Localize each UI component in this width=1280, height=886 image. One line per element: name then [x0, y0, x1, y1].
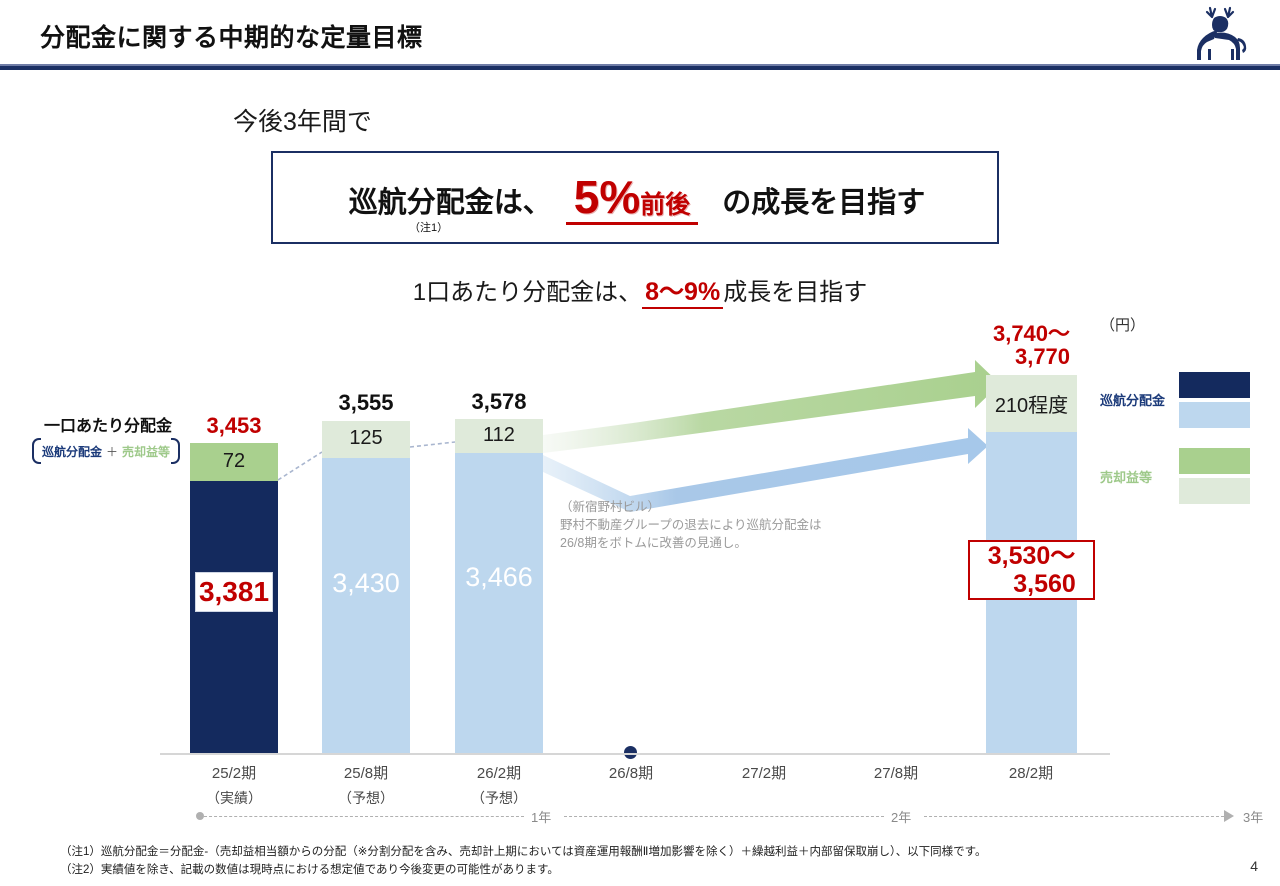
- callout-highlight-big: 5%: [573, 171, 641, 223]
- footnote-2: （注2）実績値を除き、記載の数値は現時点における想定値であり今後変更の可能性があ…: [60, 864, 559, 876]
- year-ruler-seg-3: [924, 816, 1224, 817]
- year-ruler-seg-2: [564, 816, 884, 817]
- bar-25-8-total: 3,555: [338, 390, 394, 415]
- x-label-27-8: 27/8期: [873, 765, 919, 782]
- bar-connectors: [277, 441, 456, 481]
- distribution-bar-chart: （円） 一口あたり分配金 巡航分配金 ＋ 売却益等: [0, 300, 1280, 825]
- bottom-annotation-line-1: （新宿野村ビル）: [560, 500, 661, 514]
- bar-28-2-cruise-value-box: 3,530〜 3,560: [968, 540, 1095, 600]
- bar-28-2-total-line-2: 3,770: [1014, 344, 1071, 369]
- bar-28-2-gain-segment: [986, 375, 1077, 432]
- subline-suffix: 成長を目指す: [723, 279, 868, 306]
- bar-28-2-cruise-line-1: 3,530〜: [987, 542, 1076, 570]
- legend-swatch-cruise-forecast: [1179, 402, 1250, 428]
- x-label-28-2: 28/2期: [1008, 765, 1054, 782]
- callout-suffix: の成長を目指す: [722, 186, 926, 219]
- header-rule-dark: [0, 66, 1280, 70]
- bar-26-2-gain-label: 112: [483, 424, 515, 446]
- bar-25-2-gain-segment: [190, 443, 278, 481]
- bar-28-2-gain-label: 210程度: [994, 395, 1069, 417]
- year-ruler-cap-1: 1年: [531, 810, 552, 825]
- bottom-annotation-line-2: 野村不動産グループの退去により巡航分配金は: [560, 518, 822, 533]
- bar-25-2-total: 3,453: [206, 413, 262, 438]
- left-legend-plus: ＋: [105, 444, 118, 459]
- bar-25-2-cruise-value-box: 3,381: [195, 572, 273, 612]
- x-label-26-2: 26/2期: [476, 765, 522, 782]
- legend-swatch-cruise-actual: [1179, 372, 1250, 398]
- legend-swatch-gain-actual: [1179, 448, 1250, 474]
- callout-highlight-small: 前後: [640, 191, 691, 219]
- bottom-annotation: （新宿野村ビル） 野村不動産グループの退去により巡航分配金は 26/8期をボトム…: [560, 498, 822, 552]
- subline: 1口あたり分配金は、 8〜9% 成長を目指す: [0, 272, 1280, 309]
- bar-25-8-gain-segment: [322, 421, 410, 458]
- subline-highlight: 8〜9%: [642, 278, 724, 309]
- page-number: 4: [1250, 858, 1258, 874]
- year-ruler-seg-1: [204, 816, 524, 817]
- bar-26-2-cruise-segment: [455, 453, 543, 753]
- year-ruler-cap-3: 3年: [1243, 810, 1264, 825]
- callout-prefix: 巡航分配金は、: [348, 186, 552, 219]
- callout-footnote-ref: （注1）: [409, 222, 449, 234]
- left-legend-gain: 売却益等: [122, 444, 171, 459]
- chart-baseline: [160, 753, 1110, 755]
- bar-25-8: 3,555 125 3,430: [322, 300, 410, 753]
- footnote-1: （注1）巡航分配金＝分配金-（売却益相当額からの分配（※分割分配を含み、売却計上…: [60, 846, 987, 858]
- bar-28-2-cruise-line-2: 3,560: [1013, 570, 1076, 598]
- bar-25-8-cruise-segment: [322, 458, 410, 753]
- legend-swatch-gain-forecast: [1179, 478, 1250, 504]
- bar-26-2: 3,578 112 3,466: [455, 300, 543, 753]
- legend-label-cruise: 巡航分配金: [1100, 393, 1166, 408]
- page-title: 分配金に関する中期的な定量目標: [40, 24, 423, 52]
- deer-logo-icon: [1197, 6, 1247, 60]
- bracket-right-icon: [171, 438, 180, 464]
- left-legend-formula: 巡航分配金 ＋ 売却益等: [32, 438, 180, 464]
- left-legend-cruise: 巡航分配金: [41, 444, 102, 459]
- bar-25-8-cruise-label: 3,430: [332, 568, 400, 598]
- left-legend-title: 一口あたり分配金: [44, 418, 173, 435]
- x-label-25-8: 25/8期: [343, 765, 389, 782]
- x-sublabel-25-2: （実績）: [206, 790, 262, 806]
- subline-prefix: 1口あたり分配金は、: [412, 279, 643, 306]
- x-label-26-8: 26/8期: [608, 765, 654, 782]
- bar-25-8-gain-label: 125: [349, 427, 383, 449]
- bar-25-2: 3,453 72 3,381: [190, 300, 278, 753]
- unit-label: （円）: [1100, 317, 1146, 334]
- bracket-left-icon: [32, 438, 41, 464]
- bar-26-2-cruise-label: 3,466: [465, 562, 533, 592]
- bar-25-2-cruise-segment: [190, 481, 278, 753]
- left-legend-formula-text: 巡航分配金 ＋ 売却益等: [32, 438, 180, 464]
- bar-26-2-total: 3,578: [471, 389, 527, 414]
- x-sublabel-26-2: （予想）: [471, 790, 527, 806]
- x-sublabel-25-8: （予想）: [338, 790, 394, 806]
- x-label-25-2: 25/2期: [211, 765, 257, 782]
- lead-text: 今後3年間で: [233, 108, 372, 136]
- chart-legend: 巡航分配金 売却益等: [1100, 372, 1275, 504]
- bar-26-2-gain-segment: [455, 419, 543, 453]
- slide-header: 分配金に関する中期的な定量目標: [0, 0, 1280, 64]
- callout-highlight: 5%前後: [565, 171, 699, 225]
- year-ruler-cap-2: 2年: [891, 810, 912, 825]
- year-ruler-arrow-icon: [1224, 810, 1234, 822]
- header-rule-light: [0, 64, 1280, 66]
- bottom-annotation-line-3: 26/8期をボトムに改善の見通し。: [560, 536, 747, 551]
- callout-row: 巡航分配金は、 5%前後 の成長を目指す: [273, 153, 1001, 246]
- callout-box: 巡航分配金は、 5%前後 の成長を目指す （注1）: [271, 151, 999, 244]
- trend-arrows: [543, 360, 1000, 512]
- bar-28-2: 3,740〜 3,770 210程度 3,530〜 3,560: [968, 300, 1095, 753]
- year-ruler-start-dot: [196, 812, 204, 820]
- bar-25-2-gain-label: 72: [222, 450, 246, 472]
- bottom-point-marker: [624, 746, 637, 759]
- x-label-27-2: 27/2期: [741, 765, 787, 782]
- legend-label-gain: 売却益等: [1100, 470, 1153, 485]
- bar-28-2-total-line-1: 3,740〜: [992, 321, 1071, 346]
- year-ruler: 1年 2年 3年: [160, 804, 1263, 834]
